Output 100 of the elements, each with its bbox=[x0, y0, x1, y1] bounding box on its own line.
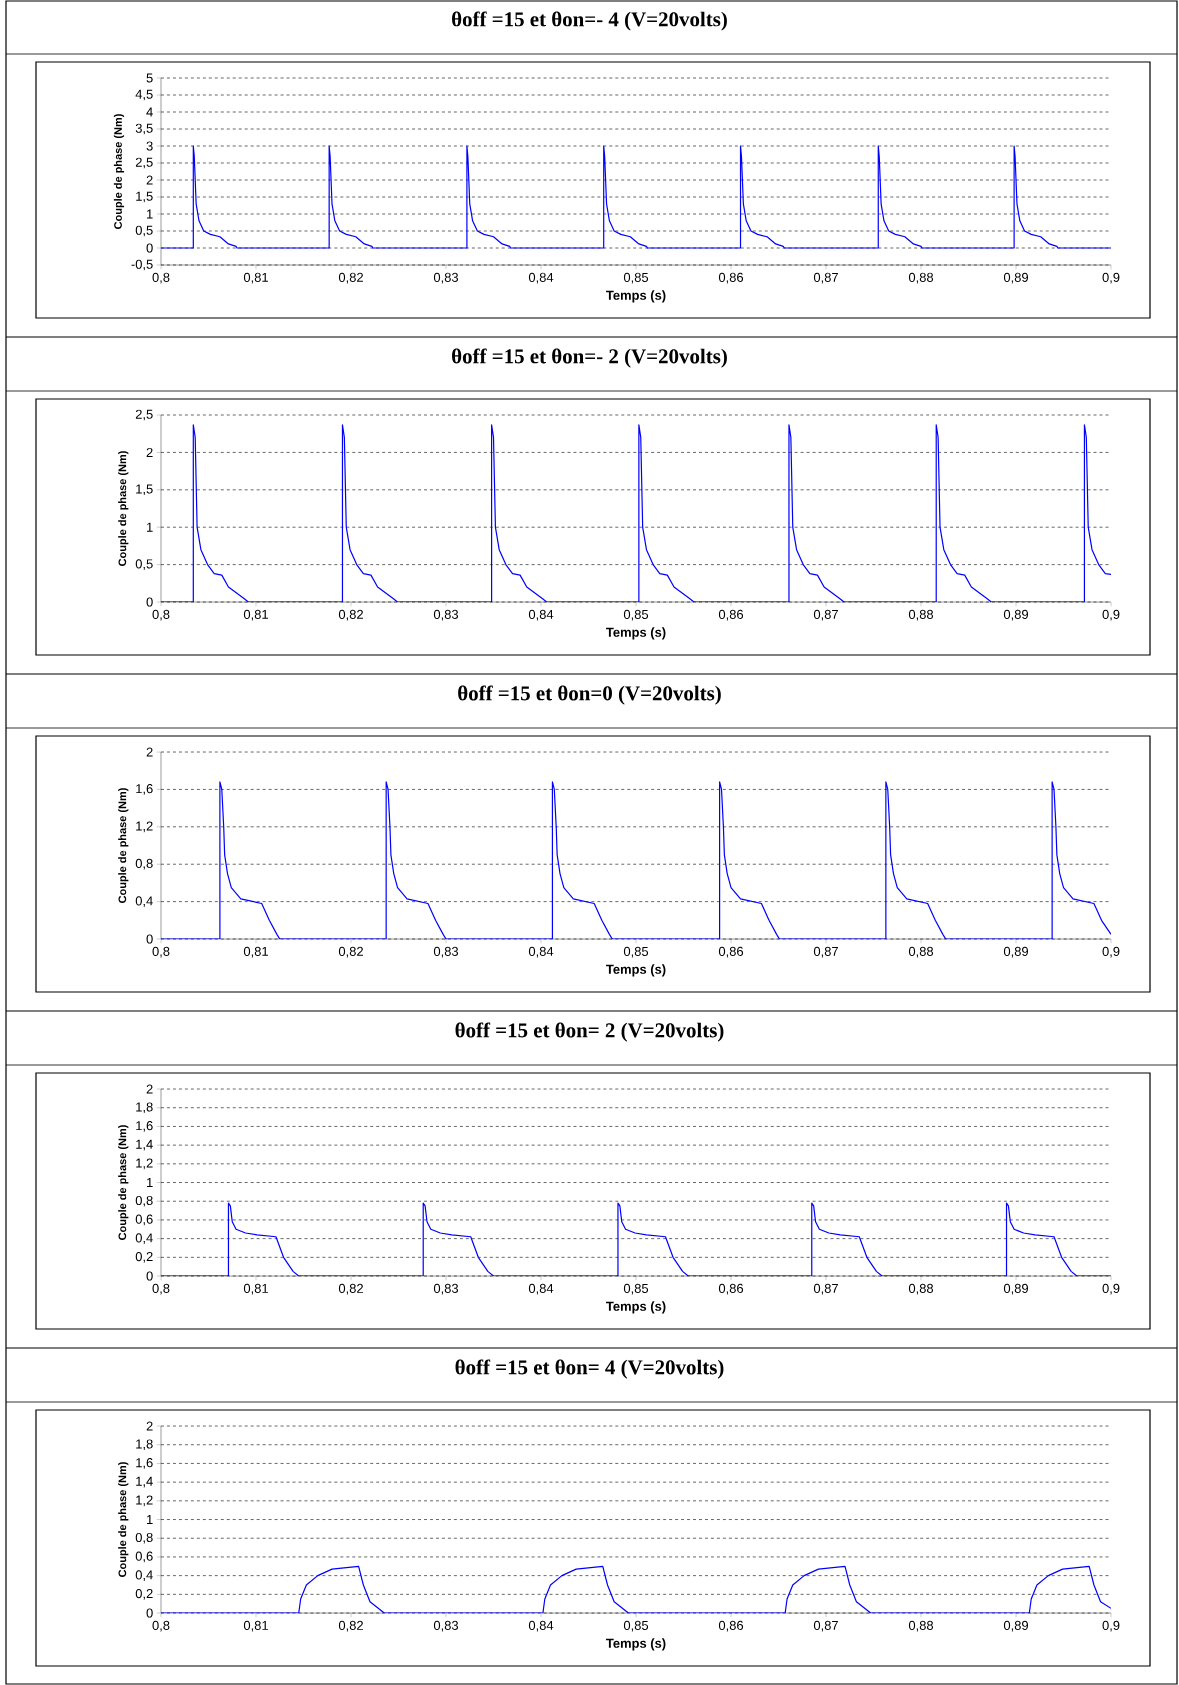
y-tick-label: 0,6 bbox=[135, 1551, 153, 1563]
y-axis-title: Couple de phase (Nm) bbox=[113, 114, 125, 229]
y-tick-label: 1,6 bbox=[136, 784, 153, 795]
x-tick-label: 0,86 bbox=[718, 272, 744, 284]
x-tick-label: 0,82 bbox=[338, 609, 363, 621]
x-tick-label: 0,82 bbox=[338, 1283, 363, 1295]
x-tick-label: 0,81 bbox=[243, 272, 268, 284]
x-tick-label: 0,88 bbox=[908, 272, 934, 284]
x-tick-label: 0,85 bbox=[623, 946, 649, 958]
y-axis-title: Couple de phase (Nm) bbox=[118, 788, 129, 903]
x-tick-label: 0,89 bbox=[1003, 946, 1029, 958]
y-tick-label: 1,4 bbox=[136, 1139, 153, 1151]
x-tick-label: 0,83 bbox=[433, 946, 459, 958]
y-tick-label: 5 bbox=[146, 73, 153, 83]
x-tick-label: 0,83 bbox=[433, 272, 459, 284]
y-tick-label: -0,5 bbox=[131, 259, 153, 271]
x-tick-label: 0,88 bbox=[908, 1620, 934, 1632]
y-tick-label: 0,2 bbox=[135, 1588, 153, 1600]
y-axis-title: Couple de phase (Nm) bbox=[118, 451, 129, 566]
y-tick-label: 2 bbox=[146, 1084, 153, 1094]
y-axis-title: Couple de phase (Nm) bbox=[118, 1462, 129, 1577]
x-tick-label: 0,85 bbox=[623, 1283, 649, 1295]
chart-title: θoff =15 et θon=0 (V=20volts) bbox=[458, 685, 721, 705]
x-tick-label: 0,82 bbox=[338, 1620, 363, 1632]
y-tick-label: 1,6 bbox=[136, 1458, 153, 1469]
x-tick-label: 0,84 bbox=[528, 272, 554, 284]
y-tick-label: 1 bbox=[147, 209, 153, 219]
x-tick-label: 0,9 bbox=[1102, 1283, 1120, 1295]
chart-title: θoff =15 et θon= 4 (V=20volts) bbox=[455, 1359, 724, 1379]
y-tick-label: 1,8 bbox=[136, 1439, 153, 1451]
x-tick-label: 0,84 bbox=[528, 609, 554, 621]
y-tick-label: 0,8 bbox=[135, 858, 153, 870]
y-axis-title: Couple de phase (Nm) bbox=[118, 1125, 129, 1240]
x-axis-title: Temps (s) bbox=[606, 290, 666, 303]
y-tick-label: 2 bbox=[146, 747, 153, 757]
y-tick-label: 1,4 bbox=[136, 1476, 153, 1488]
x-tick-label: 0,85 bbox=[623, 272, 649, 284]
x-tick-label: 0,87 bbox=[813, 609, 838, 621]
y-tick-label: 0,8 bbox=[135, 1195, 153, 1207]
y-tick-label: 1,2 bbox=[136, 1495, 153, 1507]
x-tick-label: 0,86 bbox=[718, 609, 744, 621]
x-tick-label: 0,81 bbox=[243, 1620, 268, 1632]
x-tick-label: 0,83 bbox=[433, 609, 459, 621]
x-tick-label: 0,82 bbox=[338, 272, 363, 284]
x-tick-label: 0,81 bbox=[243, 609, 268, 621]
y-tick-label: 0,5 bbox=[135, 559, 153, 570]
x-tick-label: 0,81 bbox=[243, 946, 268, 958]
x-tick-label: 0,82 bbox=[338, 946, 363, 958]
y-tick-label: 2,5 bbox=[135, 409, 153, 421]
y-tick-label: 0,4 bbox=[135, 1570, 153, 1581]
y-tick-label: 1 bbox=[147, 522, 153, 532]
y-tick-label: 1,6 bbox=[136, 1121, 153, 1132]
y-tick-label: 2 bbox=[146, 1421, 153, 1431]
x-tick-label: 0,84 bbox=[528, 946, 554, 958]
y-tick-label: 1,2 bbox=[136, 1158, 153, 1170]
y-tick-label: 0,4 bbox=[135, 1233, 153, 1244]
y-tick-label: 3 bbox=[146, 141, 153, 151]
y-tick-label: 2 bbox=[146, 175, 153, 185]
x-tick-label: 0,88 bbox=[908, 609, 934, 621]
y-tick-label: 1,2 bbox=[136, 821, 153, 833]
y-tick-label: 1 bbox=[147, 1515, 153, 1524]
x-tick-label: 0,85 bbox=[623, 1620, 649, 1632]
y-tick-label: 4,5 bbox=[135, 89, 153, 101]
y-tick-label: 1,5 bbox=[136, 484, 153, 496]
x-tick-label: 0,87 bbox=[813, 1620, 838, 1632]
x-axis-title: Temps (s) bbox=[606, 1638, 666, 1651]
x-axis-title: Temps (s) bbox=[606, 964, 666, 977]
x-tick-label: 0,86 bbox=[718, 1620, 744, 1632]
x-axis-title: Temps (s) bbox=[606, 627, 666, 640]
y-tick-label: 0,2 bbox=[135, 1251, 153, 1263]
x-tick-label: 0,85 bbox=[623, 609, 649, 621]
y-tick-label: 0,6 bbox=[135, 1214, 153, 1226]
x-tick-label: 0,88 bbox=[908, 1283, 934, 1295]
y-tick-label: 1,5 bbox=[136, 191, 153, 203]
x-tick-label: 0,9 bbox=[1102, 609, 1120, 621]
y-tick-label: 0 bbox=[146, 1271, 153, 1281]
y-tick-label: 0 bbox=[146, 597, 153, 607]
x-tick-label: 0,89 bbox=[1003, 1283, 1029, 1295]
y-tick-label: 3,5 bbox=[135, 123, 153, 135]
x-tick-label: 0,87 bbox=[813, 272, 838, 284]
y-tick-label: 2,5 bbox=[135, 157, 153, 169]
x-tick-label: 0,84 bbox=[528, 1283, 554, 1295]
x-tick-label: 0,88 bbox=[908, 946, 934, 958]
y-tick-label: 0 bbox=[146, 1608, 153, 1618]
line-series bbox=[161, 145, 1112, 249]
x-tick-label: 0,84 bbox=[528, 1620, 554, 1632]
x-tick-label: 0,89 bbox=[1003, 272, 1029, 284]
x-tick-label: 0,9 bbox=[1102, 272, 1120, 284]
y-tick-label: 0 bbox=[146, 934, 153, 944]
y-tick-label: 2 bbox=[146, 447, 153, 457]
x-tick-label: 0,83 bbox=[433, 1620, 459, 1632]
x-tick-label: 0,87 bbox=[813, 946, 838, 958]
x-tick-label: 0,86 bbox=[718, 1283, 744, 1295]
x-axis-title: Temps (s) bbox=[606, 1301, 666, 1314]
x-tick-label: 0,81 bbox=[243, 1283, 268, 1295]
y-tick-label: 4 bbox=[146, 107, 153, 117]
x-tick-label: 0,89 bbox=[1003, 609, 1029, 621]
x-tick-label: 0,9 bbox=[1102, 946, 1120, 958]
chart-title: θoff =15 et θon= 2 (V=20volts) bbox=[455, 1022, 724, 1042]
y-tick-label: 1,8 bbox=[136, 1102, 153, 1114]
